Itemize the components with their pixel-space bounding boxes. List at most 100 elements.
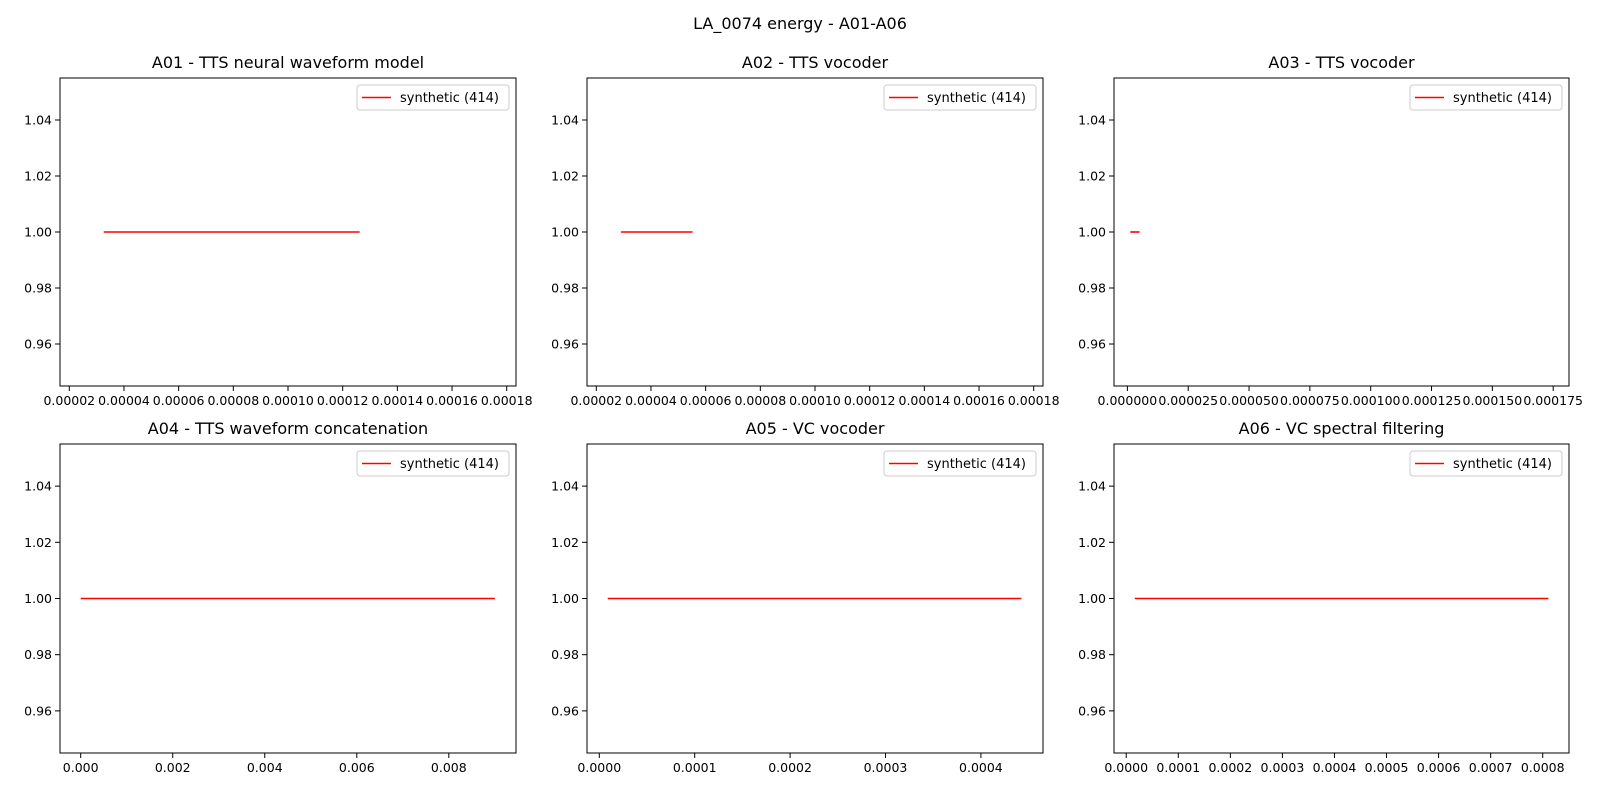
- x-tick-label: 0.006: [339, 760, 375, 775]
- x-tick-label: 0.000075: [1280, 393, 1340, 408]
- x-tick-label: 0.000125: [1402, 393, 1462, 408]
- y-tick-label: 0.96: [1078, 703, 1106, 718]
- x-tick-label: 0.0003: [1261, 760, 1305, 775]
- subplot-title: A02 - TTS vocoder: [742, 53, 889, 72]
- y-tick-label: 1.00: [551, 591, 579, 606]
- x-tick-label: 0.0003: [864, 760, 908, 775]
- y-tick-label: 0.98: [1078, 281, 1106, 296]
- x-tick-label: 0.000000: [1098, 393, 1158, 408]
- x-tick-label: 0.000: [63, 760, 99, 775]
- x-tick-label: 0.00010: [789, 393, 841, 408]
- y-tick-label: 1.00: [24, 591, 52, 606]
- legend-box: [356, 450, 510, 477]
- y-tick-label: 1.00: [1078, 591, 1106, 606]
- y-tick-label: 1.04: [551, 113, 579, 128]
- y-tick-label: 1.04: [1078, 113, 1106, 128]
- x-tick-label: 0.0008: [1521, 760, 1565, 775]
- subplot-3: A03 - TTS vocoder 0.000000 0.000025 0.00005…: [1078, 53, 1583, 408]
- x-tick-label: 0.00016: [953, 393, 1005, 408]
- x-tick-label: 0.00014: [372, 393, 424, 408]
- x-tick-label: 0.00006: [153, 393, 205, 408]
- y-tick-label: 0.98: [24, 647, 52, 662]
- y-tick-label: 1.04: [551, 479, 579, 494]
- x-tick-label: 0.000175: [1523, 393, 1583, 408]
- figure-title: LA_0074 energy - A01-A06: [693, 14, 907, 34]
- legend-label: synthetic (414): [927, 457, 1026, 472]
- y-tick-label: 0.96: [24, 703, 52, 718]
- x-tick-label: 0.0002: [768, 760, 812, 775]
- legend-box: [1409, 450, 1563, 477]
- y-tick-label: 1.04: [24, 113, 52, 128]
- legend-box: [356, 84, 510, 111]
- x-tick-label: 0.0006: [1417, 760, 1461, 775]
- x-tick-label: 0.0004: [959, 760, 1003, 775]
- y-tick-label: 0.96: [24, 337, 52, 352]
- x-tick-label: 0.00008: [734, 393, 786, 408]
- y-tick-label: 1.02: [551, 169, 579, 184]
- legend: synthetic (414): [356, 450, 510, 477]
- x-tick-label: 0.000150: [1463, 393, 1523, 408]
- x-tick-label: 0.00018: [481, 393, 533, 408]
- x-tick-label: 0.0004: [1313, 760, 1357, 775]
- y-tick-label: 1.02: [24, 535, 52, 550]
- x-tick-label: 0.00002: [570, 393, 622, 408]
- legend-label: synthetic (414): [1453, 457, 1552, 472]
- subplot-6: A06 - VC spectral filtering 0.0000 0.0001 0…: [1078, 419, 1570, 775]
- x-tick-label: 0.0000: [1104, 760, 1148, 775]
- x-tick-label: 0.00004: [625, 393, 677, 408]
- x-tick-label: 0.0001: [1156, 760, 1200, 775]
- x-tick-label: 0.00012: [844, 393, 896, 408]
- y-tick-label: 0.96: [551, 703, 579, 718]
- x-tick-label: 0.0005: [1365, 760, 1409, 775]
- legend-label: synthetic (414): [927, 91, 1026, 106]
- x-tick-label: 0.00012: [317, 393, 369, 408]
- subplot-title: A06 - VC spectral filtering: [1239, 419, 1445, 438]
- y-tick-label: 1.02: [24, 169, 52, 184]
- y-tick-label: 1.02: [551, 535, 579, 550]
- legend-label: synthetic (414): [1453, 91, 1552, 106]
- subplot-title: A04 - TTS waveform concatenation: [148, 419, 428, 438]
- legend-box: [883, 84, 1037, 111]
- y-tick-label: 1.02: [1078, 169, 1106, 184]
- legend: synthetic (414): [1409, 84, 1563, 111]
- x-tick-label: 0.00010: [262, 393, 314, 408]
- legend: synthetic (414): [883, 84, 1037, 111]
- subplot-title: A01 - TTS neural waveform model: [152, 53, 424, 72]
- legend-label: synthetic (414): [400, 91, 499, 106]
- y-tick-label: 1.00: [1078, 225, 1106, 240]
- subplot-5: A05 - VC vocoder 0.0000 0.0001 0.0002 0.0003…: [551, 419, 1044, 775]
- y-tick-label: 0.96: [1078, 337, 1106, 352]
- x-tick-label: 0.00008: [207, 393, 259, 408]
- y-tick-label: 1.02: [1078, 535, 1106, 550]
- x-tick-label: 0.002: [155, 760, 191, 775]
- legend: synthetic (414): [883, 450, 1037, 477]
- legend: synthetic (414): [1409, 450, 1563, 477]
- y-tick-label: 0.98: [24, 281, 52, 296]
- y-tick-label: 0.96: [551, 337, 579, 352]
- subplot-4: A04 - TTS waveform concatenation 0.000 0.0…: [24, 419, 517, 775]
- subplot-title: A05 - VC vocoder: [746, 419, 885, 438]
- subplot-title: A03 - TTS vocoder: [1268, 53, 1415, 72]
- x-tick-label: 0.000050: [1219, 393, 1279, 408]
- x-tick-label: 0.00016: [426, 393, 478, 408]
- x-tick-label: 0.000100: [1341, 393, 1401, 408]
- legend-box: [1409, 84, 1563, 111]
- x-tick-label: 0.00006: [680, 393, 732, 408]
- x-tick-label: 0.0001: [673, 760, 717, 775]
- x-tick-label: 0.00014: [899, 393, 951, 408]
- y-tick-label: 0.98: [551, 281, 579, 296]
- x-tick-label: 0.00018: [1008, 393, 1060, 408]
- legend: synthetic (414): [356, 84, 510, 111]
- x-tick-label: 0.0007: [1469, 760, 1513, 775]
- x-tick-label: 0.00004: [98, 393, 150, 408]
- y-tick-label: 1.04: [1078, 479, 1106, 494]
- y-tick-label: 1.00: [24, 225, 52, 240]
- x-tick-label: 0.0002: [1208, 760, 1252, 775]
- legend-box: [883, 450, 1037, 477]
- y-tick-label: 1.00: [551, 225, 579, 240]
